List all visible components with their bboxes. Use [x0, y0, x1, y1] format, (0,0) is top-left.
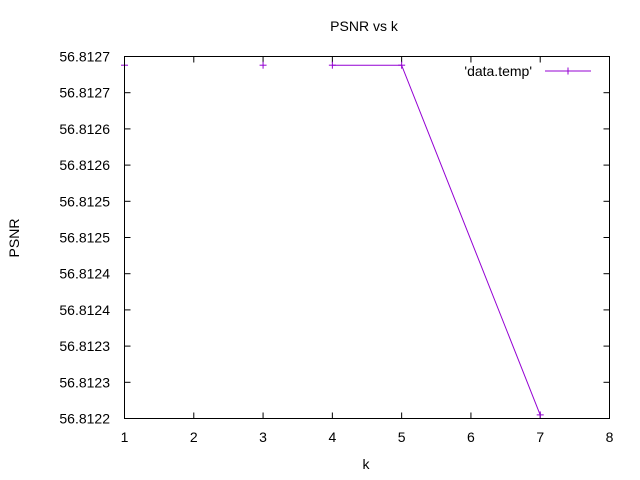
data-point [536, 411, 544, 419]
y-tick-label: 56.8126 [59, 157, 110, 173]
data-point [328, 61, 336, 69]
x-tick-label: 2 [190, 429, 198, 445]
legend: 'data.temp' [464, 63, 591, 79]
axis-ticks: 1 2 3 4 5 6 7 8 56.8122 56.8123 56.8123 56.8124 56.8… [59, 49, 613, 446]
x-tick-label: 1 [121, 429, 129, 445]
y-tick-label: 56.8127 [59, 49, 110, 65]
x-tick-label: 3 [259, 429, 267, 445]
y-tick-label: 56.8122 [59, 411, 110, 427]
y-tick-label: 56.8126 [59, 121, 110, 137]
x-tick-label: 5 [398, 429, 406, 445]
y-tick-label: 56.8123 [59, 374, 110, 390]
y-tick-label: 56.8124 [59, 266, 110, 282]
y-tick-label: 56.8125 [59, 193, 110, 209]
y-tick-label: 56.8125 [59, 230, 110, 246]
x-axis-label: k [363, 456, 371, 472]
legend-label: 'data.temp' [464, 63, 532, 79]
chart-title: PSNR vs k [330, 18, 399, 34]
y-axis-label: PSNR [6, 219, 22, 258]
series-line [332, 64, 541, 416]
y-tick-label: 56.8123 [59, 338, 110, 354]
y-tick-label: 56.8124 [59, 302, 110, 318]
data-point [398, 61, 406, 69]
plot-area [121, 61, 544, 419]
x-tick-label: 6 [467, 429, 475, 445]
x-tick-label: 7 [536, 429, 544, 445]
plot-frame [124, 56, 610, 419]
data-point [259, 61, 267, 69]
x-tick-label: 8 [606, 429, 614, 445]
x-tick-label: 4 [328, 429, 336, 445]
y-tick-label: 56.8127 [59, 85, 110, 101]
